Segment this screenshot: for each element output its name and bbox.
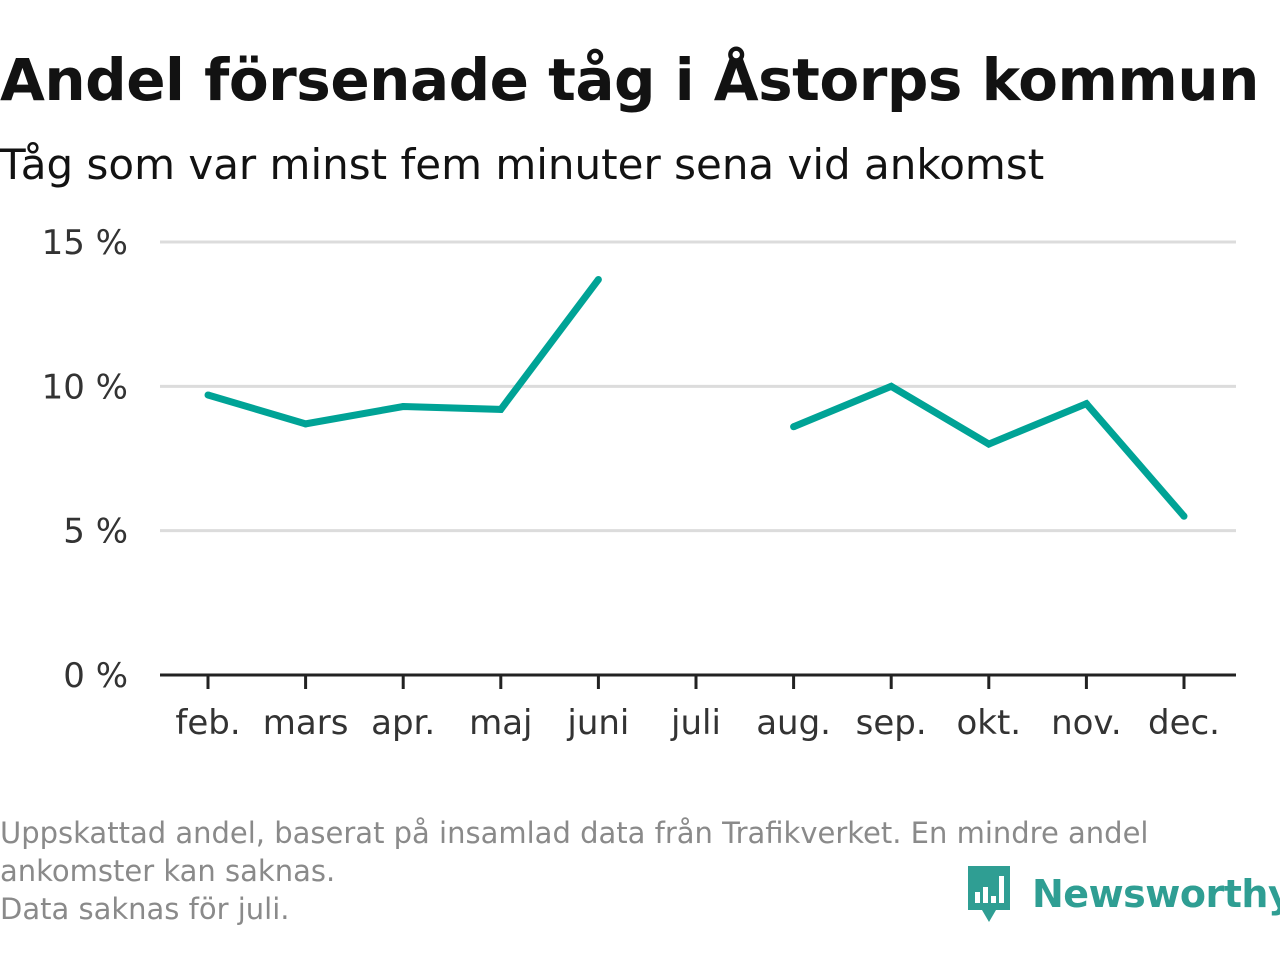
x-tick-label: okt.	[956, 703, 1021, 743]
footnote: Uppskattad andel, baserat på insamlad da…	[0, 814, 1270, 928]
x-axis-tick-labels: feb. mars apr. maj juni juli aug. sep. okt. nov. d…	[175, 703, 1220, 743]
data-point	[399, 403, 407, 411]
series-line-segment	[207, 277, 602, 428]
x-tick-label: aug.	[756, 703, 831, 743]
gridlines	[160, 240, 1236, 533]
x-axis	[160, 673, 1236, 689]
data-point	[887, 382, 895, 390]
data-series	[204, 276, 1188, 520]
data-point	[594, 276, 602, 284]
x-tick-label: juni	[566, 703, 629, 743]
x-tick-label: maj	[469, 703, 532, 743]
footnote-line-2: ankomster kan saknas.	[0, 854, 336, 888]
x-tick-label: feb.	[175, 703, 240, 743]
brand-logo: Newsworthy	[964, 862, 1280, 926]
y-tick-label: 5 %	[63, 512, 128, 552]
data-point	[204, 391, 212, 399]
data-point	[302, 420, 310, 428]
x-tick-label: mars	[263, 703, 349, 743]
footnote-line-3: Data saknas för juli.	[0, 892, 290, 926]
data-point	[985, 440, 993, 448]
y-tick-label: 15 %	[42, 223, 128, 263]
y-tick-label: 0 %	[63, 656, 128, 696]
chart-title: Andel försenade tåg i Åstorps kommun	[0, 46, 1259, 114]
x-tick-label: apr.	[371, 703, 435, 743]
line-chart: 0 % 5 % 10 % 15 % feb. mars apr. maj juni juli au…	[42, 223, 1236, 743]
data-point	[497, 405, 505, 413]
data-point	[1082, 400, 1090, 408]
footnote-line-1: Uppskattad andel, baserat på insamlad da…	[0, 816, 1149, 850]
x-tick-label: sep.	[856, 703, 927, 743]
chart-subtitle: Tåg som var minst fem minuter sena vid a…	[0, 140, 1045, 189]
x-tick-label: juli	[670, 703, 721, 743]
x-tick-label: dec.	[1148, 703, 1220, 743]
y-tick-label: 10 %	[42, 367, 128, 407]
data-point	[1180, 512, 1188, 520]
x-tick-label: nov.	[1051, 703, 1122, 743]
series-line-segment	[792, 382, 1187, 519]
y-axis-tick-labels: 0 % 5 % 10 % 15 %	[42, 223, 128, 696]
brand-name: Newsworthy	[1032, 872, 1280, 916]
data-point	[790, 423, 798, 431]
newsworthy-logo-icon	[968, 866, 1010, 922]
